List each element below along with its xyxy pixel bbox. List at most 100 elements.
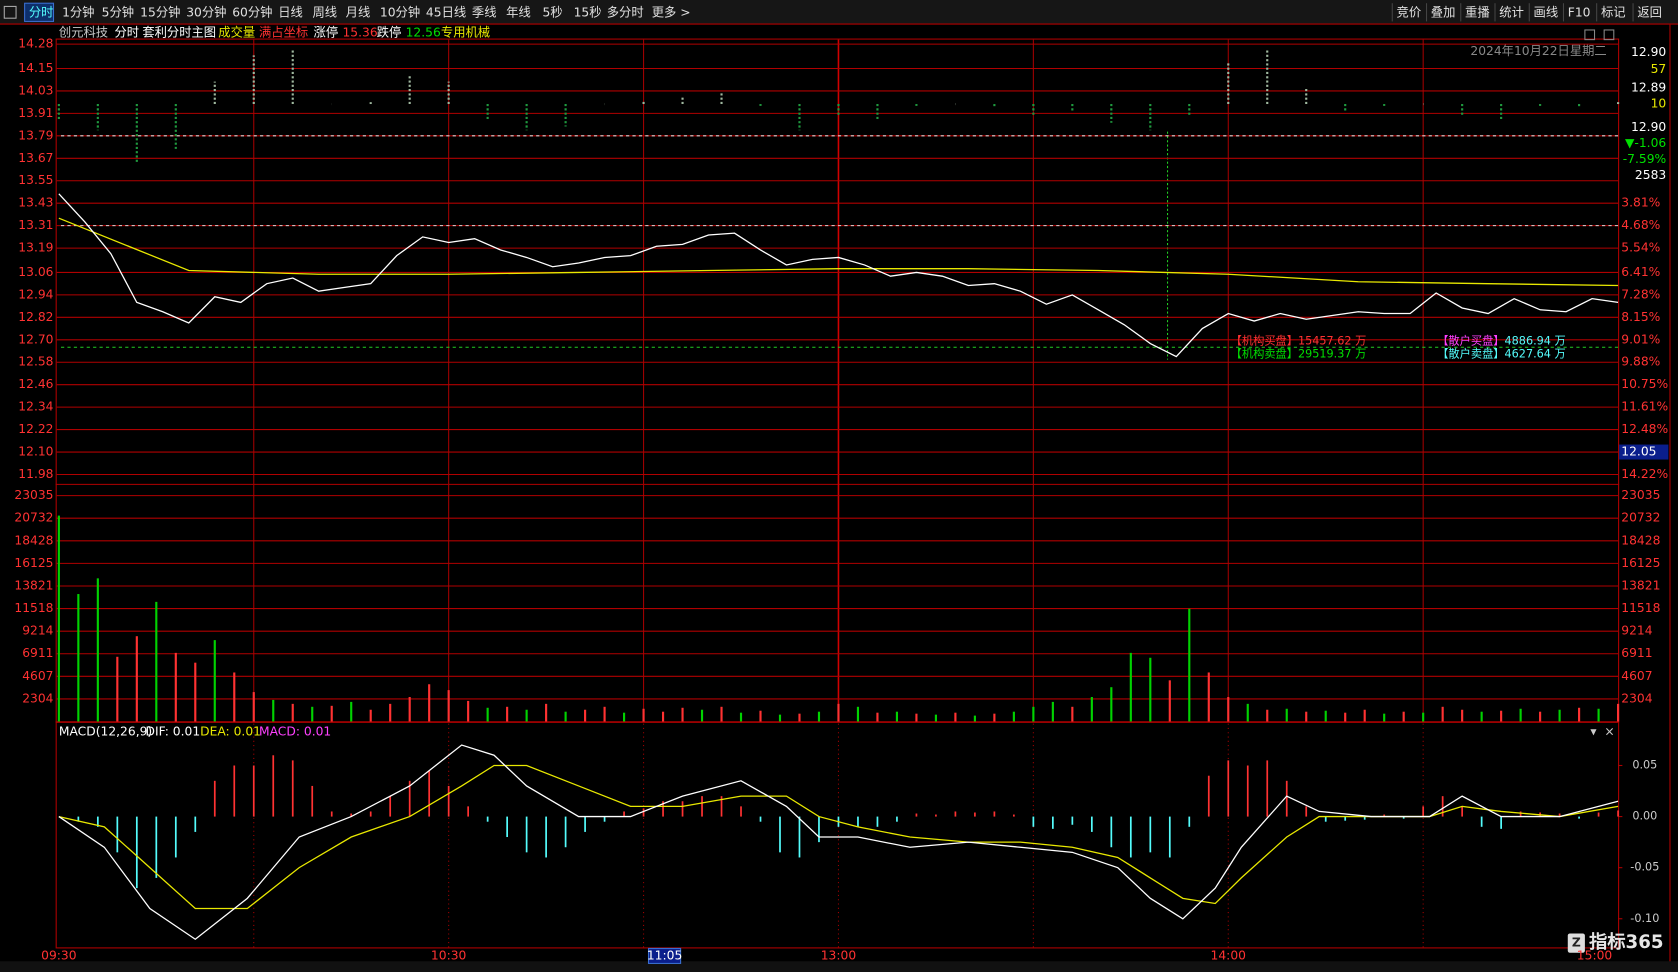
tab[interactable]: 月线 (346, 5, 371, 19)
y-tick-label: 13.55 (18, 173, 53, 187)
y-tick-label: 23035 (14, 488, 53, 502)
y-tick-label: 14.15 (18, 61, 53, 75)
y-tick-label: 0.00 (1632, 810, 1657, 823)
quote-value: 12.90 (1631, 45, 1666, 59)
toolbar-button[interactable]: 标记 (1601, 5, 1626, 19)
toolbar-button[interactable]: 叠加 (1431, 5, 1456, 19)
y-tick-label: 13.19 (18, 241, 53, 255)
volume-bar (798, 713, 801, 722)
quote-value: 12.90 (1631, 120, 1666, 134)
brand-icon-letter: Z (1572, 936, 1581, 950)
tab[interactable]: 60分钟 (232, 4, 272, 19)
volume-bar (96, 578, 99, 722)
tab[interactable]: 年线 (506, 5, 531, 19)
volume-bar (895, 711, 899, 722)
info-main-chart: 套利分时主图 (142, 26, 216, 40)
brand: 指标365 (1589, 931, 1663, 953)
volume-bar (1578, 707, 1581, 722)
pct-label: 10.75% (1621, 377, 1668, 391)
y-tick-label-right: 4607 (1621, 669, 1652, 683)
annotation: 【散户卖盘】4627.64 万 (1437, 346, 1565, 360)
y-tick-label: 9214 (22, 624, 53, 638)
toolbar (0, 0, 1678, 24)
volume-bar (720, 706, 723, 722)
toolbar-button[interactable]: 画线 (1534, 5, 1559, 19)
volume-bar (525, 709, 528, 722)
volume-bar (1129, 652, 1132, 722)
volume-bar (194, 662, 197, 722)
toolbar-button[interactable]: 重播 (1465, 5, 1490, 19)
tab[interactable]: 45日线 (426, 5, 466, 19)
cursor-box (1619, 444, 1669, 460)
tab[interactable]: 15秒 (574, 5, 602, 19)
macd-dropdown[interactable]: ▾ (1590, 725, 1597, 739)
y-tick-label: 12.46 (18, 377, 53, 391)
tab[interactable]: 15分钟 (140, 4, 180, 19)
tab[interactable]: 10分钟 (380, 4, 420, 19)
tab[interactable]: 日线 (278, 5, 303, 19)
toolbar-button[interactable]: 竞价 (1397, 5, 1422, 19)
volume-bar (57, 515, 60, 722)
cursor-price: 12.05 (1621, 445, 1656, 459)
tab[interactable]: 5秒 (543, 5, 563, 19)
pct-label: 9.01% (1621, 332, 1660, 346)
volume-bar (1266, 709, 1269, 722)
toolbar-button[interactable]: 统计 (1499, 5, 1524, 19)
volume-bar (486, 707, 489, 722)
info-stock: 创元科技 (59, 26, 108, 40)
toolbar-button[interactable]: F10 (1568, 5, 1591, 19)
tab[interactable]: 季线 (472, 5, 497, 19)
volume-bar (1558, 709, 1561, 722)
volume-bar (1246, 703, 1249, 722)
volume-bar (252, 692, 255, 722)
annotation: 【机构卖盘】29519.37 万 (1231, 346, 1367, 360)
bottom-tabs (0, 961, 1678, 972)
menu-icon[interactable] (3, 5, 17, 19)
quote-value: -7.59% (1623, 152, 1667, 166)
tab[interactable]: 更多 > (652, 5, 691, 19)
y-tick-label-right: 23035 (1621, 488, 1660, 502)
chart-frame (55, 38, 1620, 949)
y-tick-label-right: 16125 (1621, 556, 1660, 570)
info-industry: 专用机械 (441, 25, 490, 40)
tab[interactable]: 1分钟 (62, 4, 94, 19)
volume-bar (506, 706, 509, 722)
panel-button[interactable] (1603, 29, 1615, 41)
tab[interactable]: 周线 (312, 5, 337, 19)
volume-bar (428, 684, 431, 722)
time-label: 09:30 (41, 948, 76, 962)
volume-bar (545, 703, 548, 722)
volume-bar (1461, 709, 1464, 722)
volume-bar (623, 712, 626, 722)
time-label: 14:00 (1211, 948, 1246, 962)
y-tick-label: -0.05 (1630, 861, 1659, 874)
tab[interactable]: 5分钟 (102, 4, 134, 19)
dif-line (58, 744, 1619, 941)
annotation: 【散户买盘】4886.94 万 (1437, 333, 1565, 347)
info-limit-down: 12.56 (406, 26, 441, 40)
y-tick-label: -0.10 (1630, 912, 1659, 925)
volume-bar (1168, 680, 1171, 722)
y-tick-label: 13821 (14, 578, 53, 592)
y-tick-label-right: 20732 (1621, 511, 1660, 525)
annotation-label: 【散户买盘】 (1437, 333, 1504, 347)
volume-bar (467, 700, 470, 722)
panel-button[interactable] (1584, 29, 1596, 41)
y-tick-label: 13.43 (18, 196, 53, 210)
average-line (58, 217, 1619, 287)
volume-bar (155, 601, 158, 722)
pct-label: 8.15% (1621, 310, 1660, 324)
macd-close[interactable]: × (1604, 725, 1614, 739)
toolbar-button[interactable]: 返回 (1637, 5, 1662, 19)
brand-icon (1567, 933, 1585, 953)
y-tick-label: 12.34 (18, 400, 53, 414)
volume-bar (1383, 713, 1386, 722)
y-tick-label-right: 13821 (1621, 578, 1660, 592)
tab[interactable]: 分时 (29, 5, 54, 19)
tab[interactable]: 30分钟 (186, 4, 226, 19)
volume-bar (973, 715, 976, 722)
tab[interactable]: 多分时 (607, 5, 644, 19)
volume-bar (311, 706, 314, 722)
volume-bar (1032, 706, 1035, 722)
